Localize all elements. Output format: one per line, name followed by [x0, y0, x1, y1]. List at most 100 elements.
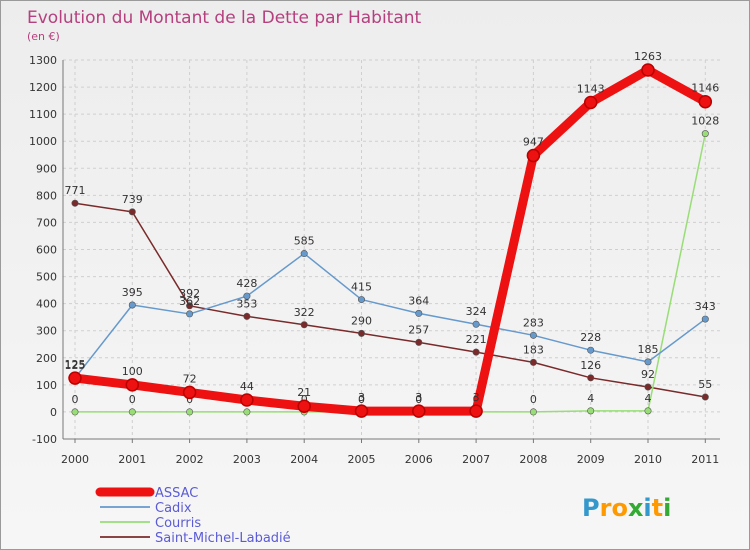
y-tick-label: 700 [36, 216, 57, 229]
data-point-cadix [243, 292, 251, 300]
chart-subtitle: (en €) [27, 30, 60, 43]
y-tick-label: 900 [36, 162, 57, 175]
y-tick-label: 100 [36, 379, 57, 392]
data-point-cadix [415, 309, 423, 317]
x-tick-label: 2011 [691, 453, 719, 466]
data-label-saint-michel-labadi-: 392 [179, 287, 200, 300]
data-label-courris: 4 [587, 392, 594, 405]
data-label-assac: 1263 [634, 50, 662, 63]
data-point-courris [186, 408, 194, 416]
data-label-assac: 125 [65, 358, 86, 371]
y-tick-label: 1000 [29, 135, 57, 148]
y-tick-label: 1300 [29, 54, 57, 67]
y-tick-label: 1100 [29, 108, 57, 121]
data-point-assac [354, 404, 369, 418]
data-point-assac [182, 385, 197, 400]
data-label-courris: 0 [72, 393, 79, 406]
data-label-courris: 0 [129, 393, 136, 406]
data-label-assac: 100 [122, 365, 143, 378]
data-label-saint-michel-labadi-: 771 [65, 184, 86, 197]
data-label-cadix: 428 [236, 277, 257, 290]
legend-label-assac: ASSAC [155, 486, 198, 501]
data-label-assac: 1146 [691, 82, 719, 95]
data-label-assac: 3 [415, 391, 422, 404]
data-point-saint-michel-labadi- [357, 329, 365, 337]
y-tick-label: 400 [36, 298, 57, 311]
chart-title: Evolution du Montant de la Dette par Hab… [27, 8, 422, 28]
data-point-cadix [128, 301, 136, 309]
proxiti-logo-text: Proxiti [582, 494, 671, 522]
data-label-assac: 3 [358, 391, 365, 404]
y-tick-label: 800 [36, 189, 57, 202]
data-point-assac [412, 404, 426, 418]
data-point-assac [698, 94, 713, 109]
data-label-saint-michel-labadi-: 290 [351, 314, 372, 327]
y-tick-label: 200 [36, 352, 57, 365]
data-label-saint-michel-labadi-: 126 [580, 359, 601, 372]
data-point-assac [125, 378, 140, 392]
data-label-saint-michel-labadi-: 92 [641, 368, 655, 381]
x-tick-label: 2004 [290, 453, 318, 466]
data-label-cadix: 343 [695, 300, 716, 313]
data-point-assac [526, 148, 541, 163]
data-label-cadix: 415 [351, 281, 372, 294]
data-point-assac [583, 95, 598, 110]
data-label-assac: 44 [240, 380, 254, 393]
data-label-courris: 1028 [691, 115, 719, 128]
data-label-assac: 72 [183, 372, 197, 385]
data-label-assac: 21 [297, 386, 311, 399]
data-point-assac [297, 399, 311, 413]
data-label-courris: 0 [186, 393, 193, 406]
x-tick-label: 2005 [348, 453, 376, 466]
data-point-courris [701, 130, 709, 138]
x-tick-label: 2002 [176, 453, 204, 466]
legend-label-courris: Courris [155, 516, 201, 531]
data-label-cadix: 395 [122, 286, 143, 299]
y-tick-label: 0 [50, 406, 57, 419]
data-point-cadix [701, 315, 709, 323]
series-line-saint-michel-labadi- [74, 202, 707, 398]
data-point-courris [587, 407, 595, 415]
data-label-saint-michel-labadi-: 55 [698, 378, 712, 391]
data-label-saint-michel-labadi-: 353 [236, 297, 257, 310]
logo-letter: t [652, 494, 663, 522]
legend-label-saint-michel-labadi-: Saint-Michel-Labadié [155, 531, 291, 546]
series-line-cadix [74, 252, 707, 379]
logo-letter: P [582, 494, 600, 522]
logo-letter: i [663, 494, 671, 522]
data-label-saint-michel-labadi-: 739 [122, 193, 143, 206]
data-point-assac [68, 371, 82, 385]
data-label-cadix: 324 [466, 305, 487, 318]
data-point-cadix [300, 250, 308, 258]
data-label-cadix: 283 [523, 316, 544, 329]
data-point-saint-michel-labadi- [243, 312, 251, 320]
y-tick-label: 1200 [29, 81, 57, 94]
data-label-courris: 0 [530, 393, 537, 406]
data-label-cadix: 364 [408, 294, 429, 307]
data-label-cadix: 228 [580, 331, 601, 344]
data-point-cadix [186, 310, 194, 318]
data-point-saint-michel-labadi- [587, 374, 595, 382]
logo-letter: i [643, 494, 651, 522]
data-point-cadix [587, 346, 595, 354]
x-tick-label: 2007 [462, 453, 490, 466]
data-point-assac [240, 393, 254, 407]
data-point-courris [128, 408, 136, 416]
data-label-assac: 947 [523, 136, 544, 149]
x-tick-label: 2000 [61, 453, 89, 466]
data-point-cadix [472, 320, 480, 328]
data-point-saint-michel-labadi- [300, 321, 308, 329]
data-label-courris: 0 [415, 393, 422, 406]
data-point-saint-michel-labadi- [472, 348, 480, 356]
series-layer: 771 739 392 353 322 290 257 221 183 126 92 55 0 0 0 0 0 0… [65, 50, 719, 418]
data-label-saint-michel-labadi-: 257 [408, 323, 429, 336]
data-point-saint-michel-labadi- [529, 358, 537, 366]
data-point-saint-michel-labadi- [128, 208, 136, 216]
logo-letter: x [628, 494, 644, 522]
data-label-saint-michel-labadi-: 183 [523, 343, 544, 356]
data-point-saint-michel-labadi- [415, 338, 423, 346]
data-label-assac: 1143 [577, 83, 605, 96]
